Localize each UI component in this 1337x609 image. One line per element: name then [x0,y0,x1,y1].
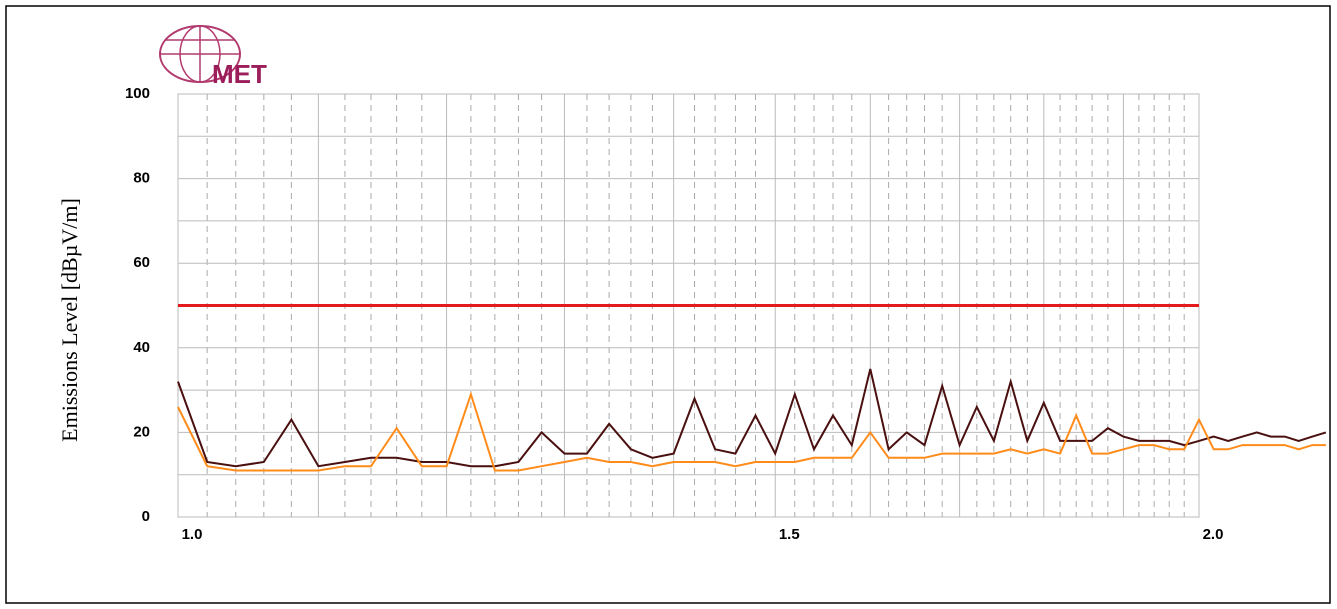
x-tick-label: 2.0 [1203,526,1224,543]
x-tick-label: 1.5 [779,526,800,543]
y-tick-label: 0 [142,508,150,525]
y-tick-label: 20 [133,423,150,440]
y-axis-label: Emissions Level [dBµV/m] [57,198,82,442]
logo-text: MET [212,59,267,89]
y-tick-label: 100 [125,85,150,102]
emission-trace [177,391,1326,472]
x-tick-label: 1.0 [182,526,203,543]
y-tick-label: 80 [133,170,150,187]
y-tick-label: 40 [133,339,150,356]
y-tick-label: 60 [133,254,150,271]
logo: MET [159,25,267,89]
